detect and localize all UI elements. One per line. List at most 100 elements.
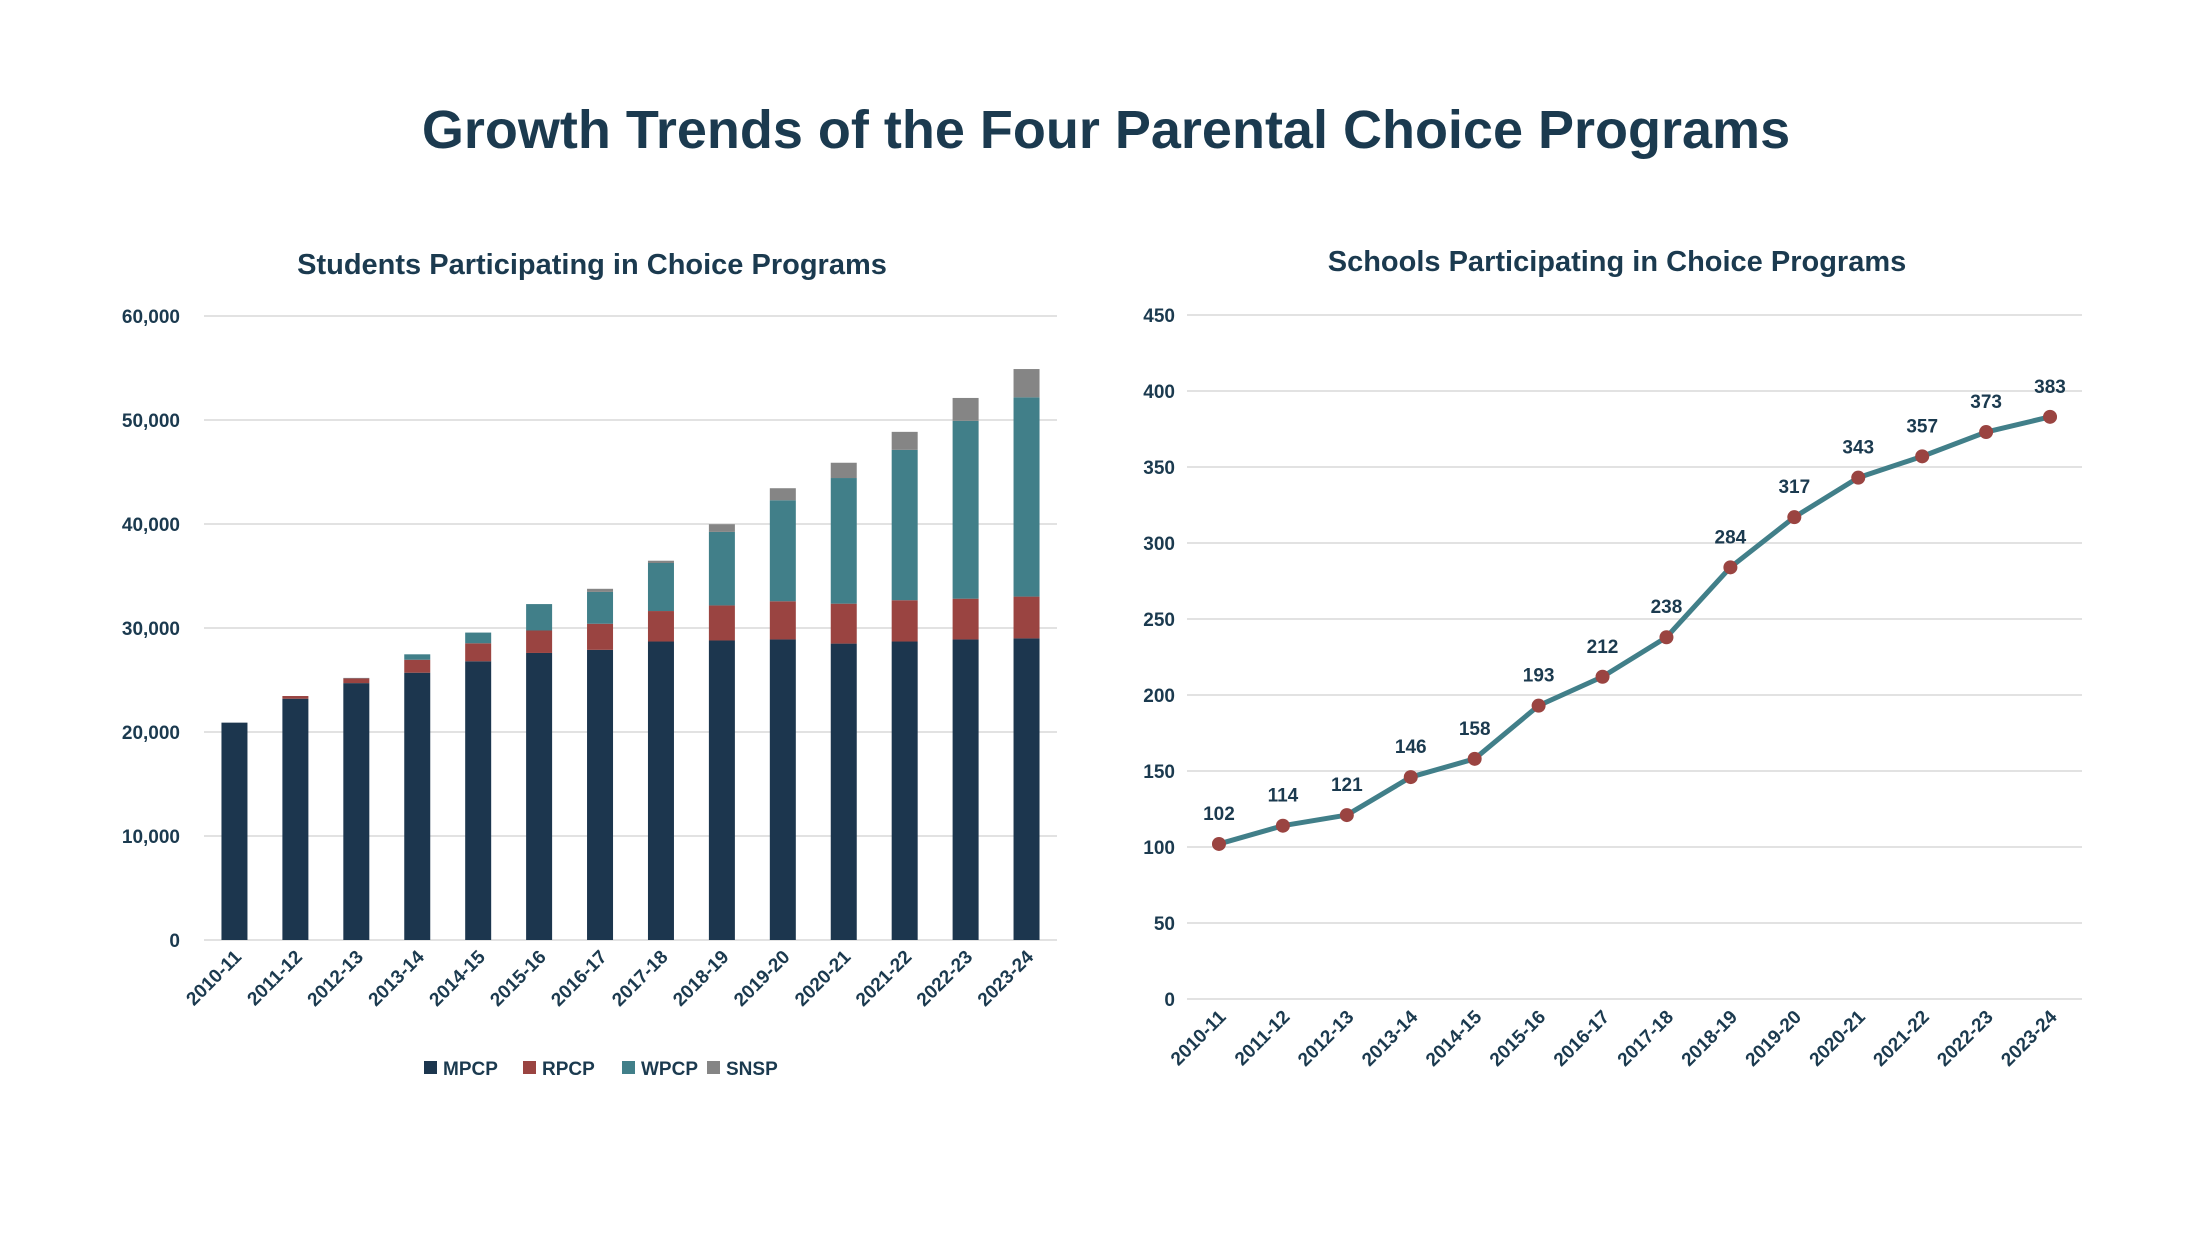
legend-swatch-snsp	[707, 1061, 720, 1074]
data-point	[1211, 836, 1226, 851]
data-label: 357	[1906, 416, 1938, 437]
y-tick-label: 20,000	[122, 723, 180, 744]
bar-segment-snsp	[830, 462, 857, 479]
y-tick-label: 10,000	[122, 827, 180, 848]
bar-segment-rpcp	[404, 659, 431, 673]
x-tick-label: 2021-22	[852, 947, 916, 1011]
bar-segment-mpcp	[526, 652, 553, 940]
y-tick-label: 30,000	[122, 619, 180, 640]
x-tick-label: 2020-21	[1806, 1006, 1870, 1070]
x-tick-label: 2022-23	[913, 947, 977, 1011]
bar-segment-wpcp	[647, 563, 674, 612]
x-tick-label: 2013-14	[1358, 1006, 1422, 1070]
data-point	[1467, 751, 1482, 766]
y-tick-label: 60,000	[122, 307, 180, 328]
legend-swatch-mpcp	[424, 1061, 437, 1074]
y-tick-label: 50,000	[122, 411, 180, 432]
data-point	[1915, 449, 1930, 464]
x-tick-label: 2011-12	[1231, 1007, 1294, 1070]
legend-label-wpcp: WPCP	[641, 1059, 698, 1080]
students-chart-title: Students Participating in Choice Program…	[297, 249, 887, 281]
bar-segment-rpcp	[769, 601, 796, 640]
x-tick-label: 2010-11	[183, 946, 247, 1010]
bar-segment-wpcp	[708, 531, 735, 606]
data-label: 158	[1459, 719, 1491, 740]
x-tick-label: 2019-20	[730, 947, 794, 1011]
x-tick-label: 2020-21	[791, 946, 855, 1010]
bar-segment-rpcp	[891, 600, 918, 642]
bar-segment-mpcp	[1013, 638, 1040, 940]
bar-segment-wpcp	[891, 449, 918, 601]
bar-segment-wpcp	[404, 654, 431, 660]
legend-swatch-wpcp	[622, 1061, 635, 1074]
x-tick-label: 2012-13	[1294, 1007, 1358, 1071]
bar-segment-wpcp	[830, 478, 857, 604]
bar-segment-mpcp	[465, 661, 492, 940]
x-tick-label: 2023-24	[1997, 1006, 2061, 1070]
main-title: Growth Trends of the Four Parental Choic…	[422, 100, 1790, 160]
bar-segment-wpcp	[526, 604, 553, 631]
bar-segment-rpcp	[526, 630, 553, 653]
bar-segment-mpcp	[282, 698, 309, 940]
y-tick-label: 300	[1143, 534, 1175, 555]
data-label: 212	[1587, 637, 1619, 658]
bar-segment-snsp	[891, 431, 918, 450]
bar-segment-rpcp	[952, 598, 979, 640]
legend-label-mpcp: MPCP	[443, 1059, 498, 1080]
y-tick-label: 0	[1164, 990, 1175, 1011]
y-tick-label: 450	[1143, 306, 1175, 327]
bar-segment-wpcp	[952, 420, 979, 599]
bar-segment-snsp	[769, 488, 796, 501]
data-point	[1339, 808, 1354, 823]
data-point	[1659, 630, 1674, 645]
x-tick-label: 2017-18	[608, 947, 672, 1011]
bar-segment-wpcp	[587, 591, 614, 624]
data-label: 284	[1715, 527, 1747, 548]
x-tick-label: 2018-19	[669, 947, 733, 1011]
bar-segment-snsp	[647, 560, 674, 563]
data-point	[1275, 818, 1290, 833]
data-label: 121	[1331, 775, 1363, 796]
data-label: 238	[1651, 597, 1683, 618]
bar-segment-mpcp	[830, 643, 857, 940]
bar-segment-wpcp	[465, 632, 492, 644]
legend-label-snsp: SNSP	[726, 1059, 778, 1080]
bar-segment-mpcp	[891, 641, 918, 940]
x-tick-label: 2018-19	[1678, 1007, 1742, 1071]
data-point	[1531, 698, 1546, 713]
bar-segment-mpcp	[404, 672, 431, 940]
data-point	[1595, 669, 1610, 684]
x-tick-label: 2015-16	[486, 947, 550, 1011]
y-tick-label: 0	[169, 931, 180, 952]
x-tick-label: 2013-14	[365, 946, 429, 1010]
data-point	[1851, 470, 1866, 485]
bar-segment-rpcp	[343, 678, 370, 684]
data-label: 317	[1778, 477, 1810, 498]
bar-segment-mpcp	[708, 640, 735, 940]
y-tick-label: 150	[1143, 762, 1175, 783]
data-point	[1403, 770, 1418, 785]
x-tick-label: 2016-17	[547, 947, 611, 1011]
bar-segment-mpcp	[221, 722, 248, 940]
bar-segment-mpcp	[952, 639, 979, 940]
data-label: 146	[1395, 737, 1427, 758]
x-tick-label: 2022-23	[1933, 1007, 1997, 1071]
schools-line-chart: Schools Participating in Choice Programs…	[1143, 246, 2082, 1071]
bar-segment-mpcp	[343, 683, 370, 940]
y-tick-label: 50	[1154, 914, 1175, 935]
x-tick-label: 2017-18	[1614, 1007, 1678, 1071]
bar-segment-wpcp	[769, 500, 796, 602]
legend-swatch-rpcp	[523, 1061, 536, 1074]
data-label: 114	[1268, 786, 1299, 807]
data-label: 193	[1523, 666, 1555, 687]
x-tick-label: 2019-20	[1742, 1007, 1806, 1071]
data-label: 343	[1842, 438, 1874, 459]
schools-chart-title: Schools Participating in Choice Programs	[1328, 246, 1907, 278]
data-label: 102	[1203, 804, 1235, 825]
x-tick-label: 2023-24	[974, 946, 1038, 1010]
data-point	[2043, 409, 2058, 424]
x-tick-label: 2016-17	[1550, 1007, 1614, 1071]
x-tick-label: 2014-15	[1422, 1006, 1486, 1070]
data-point	[1979, 425, 1994, 440]
